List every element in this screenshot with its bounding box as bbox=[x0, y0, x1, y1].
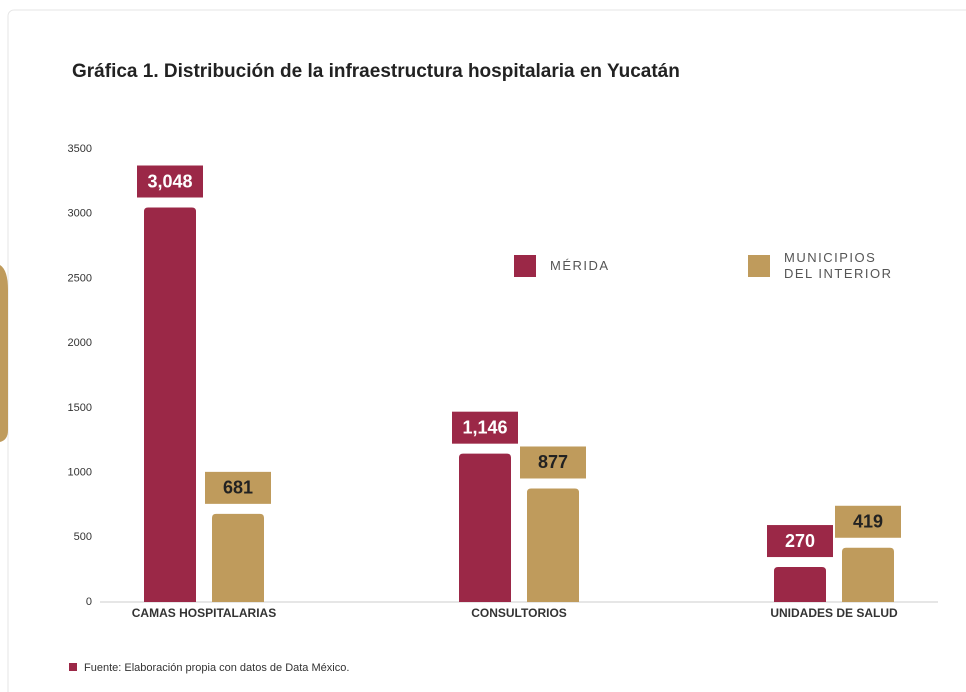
value-label: 270 bbox=[785, 531, 815, 551]
bar bbox=[774, 567, 826, 602]
value-label-box bbox=[137, 165, 203, 198]
chart-title: Gráfica 1. Distribución de la infraestru… bbox=[72, 61, 680, 82]
value-label: 3,048 bbox=[147, 171, 192, 191]
bar bbox=[144, 207, 196, 602]
legend-label: MUNICIPIOS DEL INTERIOR bbox=[784, 250, 893, 281]
y-tick-label: 500 bbox=[74, 531, 92, 543]
bar bbox=[212, 513, 264, 602]
bar bbox=[459, 453, 511, 602]
x-tick-label: CAMAS HOSPITALARIAS bbox=[132, 606, 276, 620]
value-label: 877 bbox=[538, 452, 568, 472]
value-label-box bbox=[835, 505, 901, 538]
value-label: 1,146 bbox=[462, 417, 507, 437]
y-tick-label: 1000 bbox=[68, 466, 92, 478]
y-tick-label: 2500 bbox=[68, 272, 92, 284]
legend-swatch bbox=[748, 255, 770, 277]
value-label-box bbox=[520, 446, 586, 479]
legend-item: MÉRIDA bbox=[514, 254, 670, 278]
legend-swatch bbox=[514, 255, 536, 277]
y-tick-label: 1500 bbox=[68, 402, 92, 414]
value-label: 681 bbox=[223, 478, 253, 498]
note: Fuente: Elaboración propia con datos de … bbox=[84, 662, 349, 674]
x-tick-label: UNIDADES DE SALUD bbox=[770, 606, 898, 620]
bar bbox=[527, 488, 579, 602]
y-tick-label: 3000 bbox=[68, 208, 92, 220]
value-label: 419 bbox=[853, 512, 883, 532]
x-tick-label: CONSULTORIOS bbox=[471, 606, 567, 620]
y-tick-label: 2000 bbox=[68, 337, 92, 349]
value-label-box bbox=[205, 471, 271, 504]
legend-item: MUNICIPIOS DEL INTERIOR bbox=[748, 250, 904, 281]
y-tick-label: 0 bbox=[86, 596, 92, 608]
legend-label: MÉRIDA bbox=[550, 258, 610, 273]
value-label-box bbox=[767, 525, 833, 558]
bar bbox=[842, 547, 894, 602]
value-label-box bbox=[452, 411, 518, 444]
y-tick-label: 3500 bbox=[68, 143, 92, 155]
note-marker bbox=[69, 663, 77, 671]
side-decoration bbox=[0, 265, 8, 442]
